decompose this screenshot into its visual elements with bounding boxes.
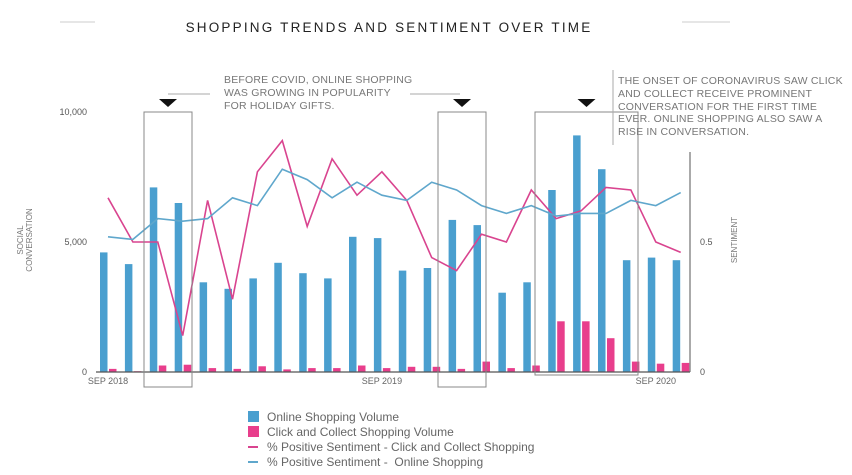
legend-item-online-sentiment: % Positive Sentiment - Online Shopping	[248, 454, 534, 469]
bar-online-volume	[199, 282, 208, 372]
bar-click-volume	[507, 368, 515, 372]
bar-online-volume	[299, 273, 307, 372]
legend-item-click-volume: Click and Collect Shopping Volume	[248, 424, 534, 439]
triangle-marker-icon	[453, 99, 471, 107]
bar-click-volume	[333, 368, 341, 372]
line-click-sentiment	[107, 138, 682, 336]
right-tick-label: 0.5	[700, 237, 713, 247]
bar-click-volume	[407, 366, 416, 372]
bar-online-volume	[622, 260, 631, 372]
bar-click-volume	[233, 368, 241, 372]
right-tick-label: 0	[700, 367, 705, 377]
right-axis-title: SENTIMENT	[730, 217, 739, 263]
bar-click-volume	[208, 368, 217, 372]
bar-online-volume	[647, 257, 656, 372]
line-online-sentiment	[107, 168, 682, 241]
bar-online-volume	[249, 278, 257, 372]
annotation-covid: THE ONSET OF CORONAVIRUS SAW CLICK AND C…	[618, 75, 843, 139]
legend-swatch	[248, 426, 259, 437]
bar-online-volume	[274, 262, 282, 372]
bar-online-volume	[423, 268, 432, 372]
left-tick-label: 0	[82, 367, 87, 377]
legend-line	[248, 460, 258, 463]
triangle-marker-icon	[577, 99, 596, 107]
legend-label: Online Shopping Volume	[267, 409, 400, 424]
bar-online-volume	[672, 260, 681, 372]
legend-label: Click and Collect Shopping Volume	[267, 424, 454, 439]
legend: Online Shopping Volume Click and Collect…	[248, 409, 534, 469]
bar-online-volume	[174, 203, 183, 372]
bar-click-volume	[109, 368, 117, 372]
legend-line	[248, 445, 258, 448]
bar-online-volume	[548, 190, 556, 372]
bar-click-volume	[382, 368, 391, 372]
bar-online-volume	[224, 288, 232, 372]
left-tick-label: 5,000	[64, 237, 87, 247]
left-tick-label: 10,000	[59, 107, 87, 117]
highlight-box	[437, 111, 487, 388]
bar-click-volume	[283, 369, 291, 372]
legend-item-click-sentiment: % Positive Sentiment - Click and Collect…	[248, 439, 534, 454]
bar-click-volume	[557, 321, 565, 372]
annotation-pre-covid: BEFORE COVID, ONLINE SHOPPING WAS GROWIN…	[224, 74, 413, 112]
legend-label: % Positive Sentiment - Click and Collect…	[267, 439, 535, 454]
bar-online-volume	[324, 278, 332, 372]
highlight-box	[534, 111, 639, 376]
legend-item-online-volume: Online Shopping Volume	[248, 409, 534, 424]
bar-click-volume	[158, 365, 167, 372]
bar-online-volume	[448, 219, 457, 372]
bar-online-volume	[149, 187, 158, 372]
highlight-box	[143, 111, 193, 388]
bar-click-volume	[656, 363, 665, 372]
bar-online-volume	[523, 282, 531, 372]
bar-click-volume	[183, 364, 192, 372]
left-axis-title: SOCIALCONVERSATION	[16, 208, 34, 272]
bar-online-volume	[349, 236, 357, 372]
bar-click-volume	[582, 321, 590, 372]
bar-online-volume	[100, 252, 108, 372]
bar-click-volume	[432, 366, 441, 372]
legend-swatch	[248, 411, 259, 422]
bar-online-volume	[124, 264, 133, 372]
bar-online-volume	[398, 270, 407, 372]
bar-online-volume	[598, 169, 606, 372]
bar-online-volume	[473, 225, 481, 372]
bar-online-volume	[573, 135, 581, 372]
bar-click-volume	[681, 362, 690, 372]
chart-title: SHOPPING TRENDS AND SENTIMENT OVER TIME	[185, 20, 593, 35]
bar-click-volume	[358, 365, 366, 372]
legend-label: % Positive Sentiment - Online Shopping	[267, 454, 484, 469]
x-tick-label: SEP 2020	[636, 376, 676, 386]
x-tick-label: SEP 2019	[362, 376, 402, 386]
bar-click-volume	[457, 368, 466, 372]
bar-click-volume	[631, 361, 640, 372]
bar-click-volume	[532, 365, 540, 372]
triangle-marker-icon	[159, 99, 177, 107]
bar-click-volume	[258, 366, 266, 372]
bar-online-volume	[498, 292, 506, 372]
bar-click-volume	[607, 338, 615, 372]
bar-online-volume	[373, 238, 382, 372]
x-tick-label: SEP 2018	[88, 376, 128, 386]
bar-click-volume	[308, 368, 316, 372]
